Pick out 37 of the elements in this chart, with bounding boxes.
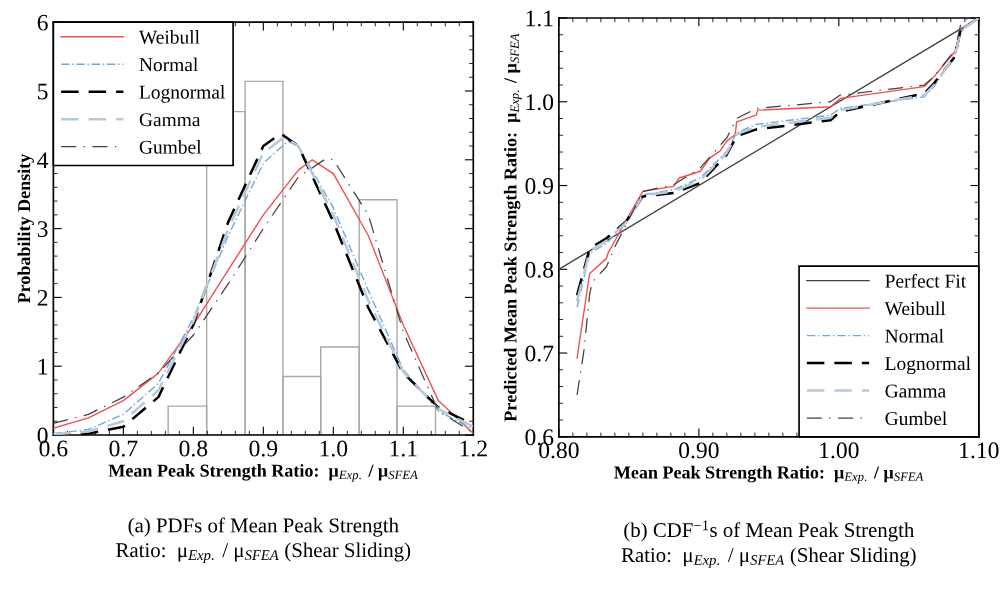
x-axis-title: Mean Peak Strength Ratio: μ$_{Exp.}$ / μ$_{SFEA}$ [108,464,418,482]
y-tick-label: 4 [37,152,49,168]
x-tick-label: 1.10 [960,442,999,459]
y-tick-label: 0.9 [525,178,554,195]
x-tick-label: 1.1 [390,440,417,457]
y-tick-label: 5 [38,83,48,100]
y-tick-label: 3 [37,221,48,238]
legend-label: Weibull [884,301,946,316]
legend-label: Normal [139,57,198,72]
x-tick-label: 1.2 [460,440,487,457]
legend-label: Weibull [138,30,200,44]
legend-label: Lognormal [885,356,971,375]
x-axis-title: Mean Peak Strength Ratio: μ$_{Exp.}$ / μ$_{SFEA}$ [614,465,924,484]
y-tick-label: 2 [37,289,48,306]
y-tick-label: 1 [38,358,48,375]
legend-label: Lognormal [139,85,225,103]
y-axis-title: Predicted Mean Peak Strength Ratio: μ$_{Exp.}$ / μ$_{SFEA}$ [503,33,522,422]
legend-label: Gumbel [885,411,947,426]
y-tick-label: 0.8 [525,261,554,278]
legend-label: Normal [885,328,944,343]
y-tick-label: 6 [37,14,48,31]
legend-label: Gamma [139,113,201,127]
text: (a) PDFs of Mean Peak Strength Ratio: μ$_{Exp.}$ / μ$_{SFEA}$ (Shear Sliding) [116,517,411,563]
legend-label: Gumbel [139,140,202,154]
text: (b) CDF$^{−1}$s of Mean Peak Strength Ratio: μ$_{Exp.}$ / μ$_{SFEA}$ (Shear Sliding) [621,520,916,568]
x-tick-label: 0.9 [249,440,278,457]
x-tick-label: 1.00 [820,442,859,459]
y-tick-label: 1.1 [526,10,553,27]
y-axis-title: Probability Density [17,153,34,304]
y-tick-label: 0.7 [525,345,554,362]
x-tick-label: 0.8 [179,440,208,457]
legend-label: Perfect Fit [885,273,967,288]
legend-label: Gamma [885,384,946,398]
y-tick-label: 1.0 [526,94,554,111]
x-tick-label: 1.0 [320,440,348,457]
x-tick-label: 0.7 [109,440,138,457]
x-tick-label: 0.90 [679,442,719,459]
